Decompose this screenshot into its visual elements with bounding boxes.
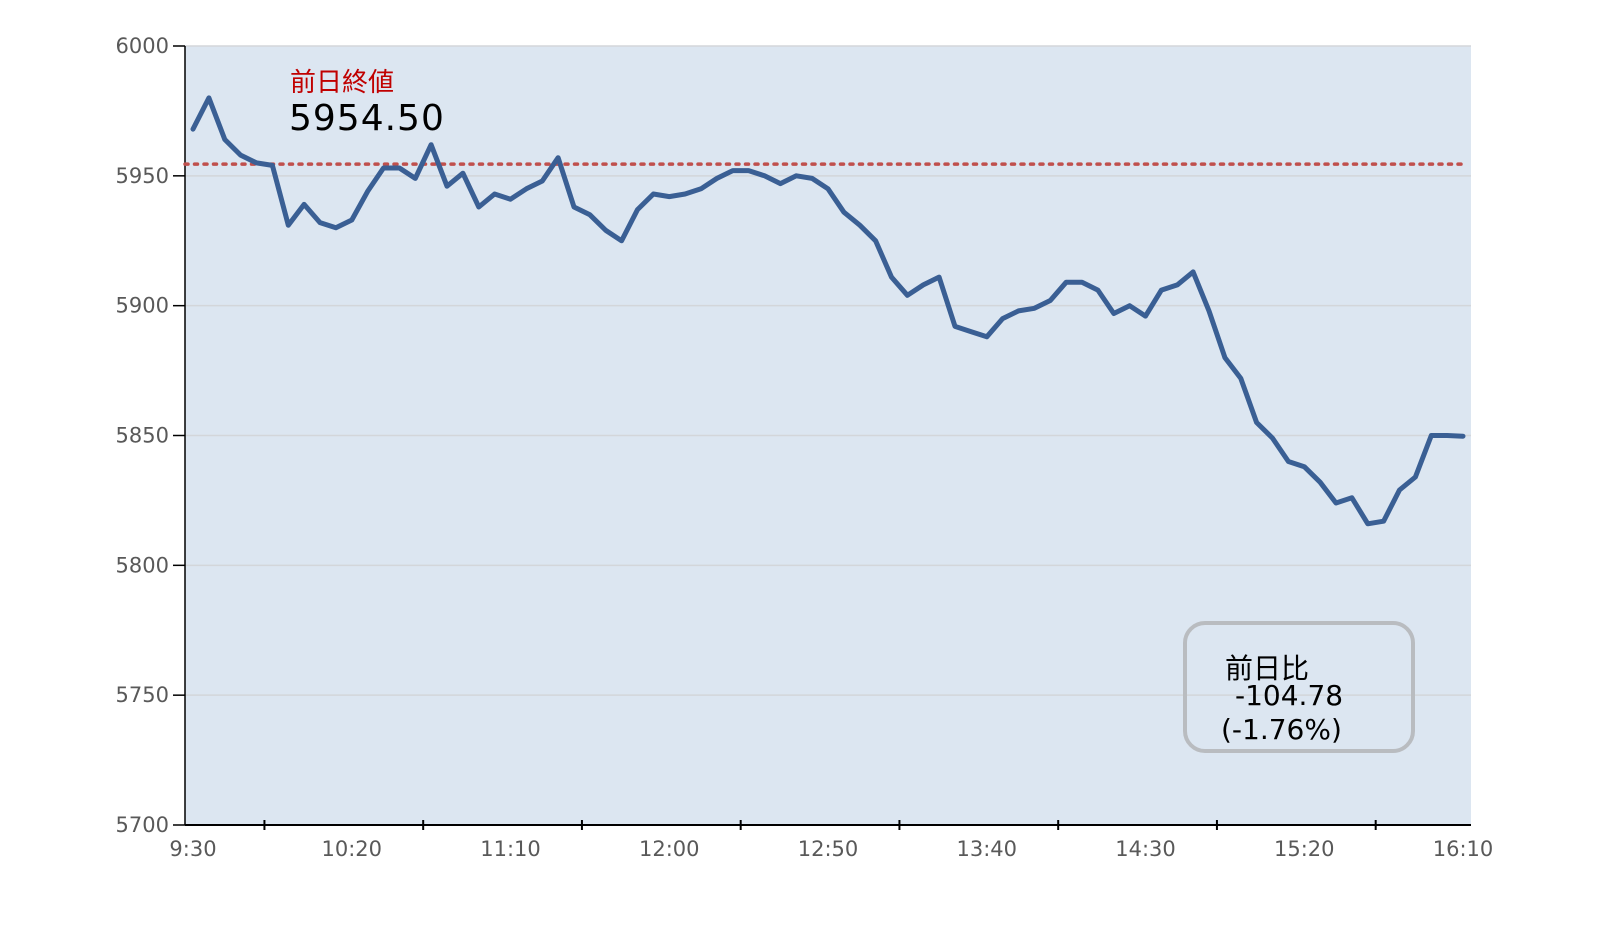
x-tick-label: 12:50 [798,837,859,861]
y-tick-label: 5900 [116,294,169,318]
x-tick-label: 15:20 [1274,837,1335,861]
x-tick-label: 13:40 [956,837,1017,861]
x-tick-label: 11:10 [480,837,541,861]
x-tick-label: 12:00 [639,837,700,861]
prev-close-label: 前日終値 [290,68,395,98]
change-label: 前日比 [1225,652,1310,685]
x-tick-label: 9:30 [169,837,216,861]
y-tick-label: 5800 [116,553,169,577]
x-tick-label: 10:20 [321,837,382,861]
x-tick-label: 14:30 [1115,837,1176,861]
y-tick-label: 6000 [116,34,169,58]
x-tick-label: 16:10 [1433,837,1494,861]
y-tick-label: 5950 [116,164,169,188]
prev-close-value: 5954.50 [289,98,445,139]
y-tick-label: 5700 [116,813,169,837]
change-percent: (-1.76%) [1221,713,1342,746]
change-box: 前日比 -104.78 (-1.76%) [1183,621,1415,753]
change-value: -104.78 [1235,679,1344,712]
y-tick-label: 5850 [116,424,169,448]
y-tick-label: 5750 [116,683,169,707]
